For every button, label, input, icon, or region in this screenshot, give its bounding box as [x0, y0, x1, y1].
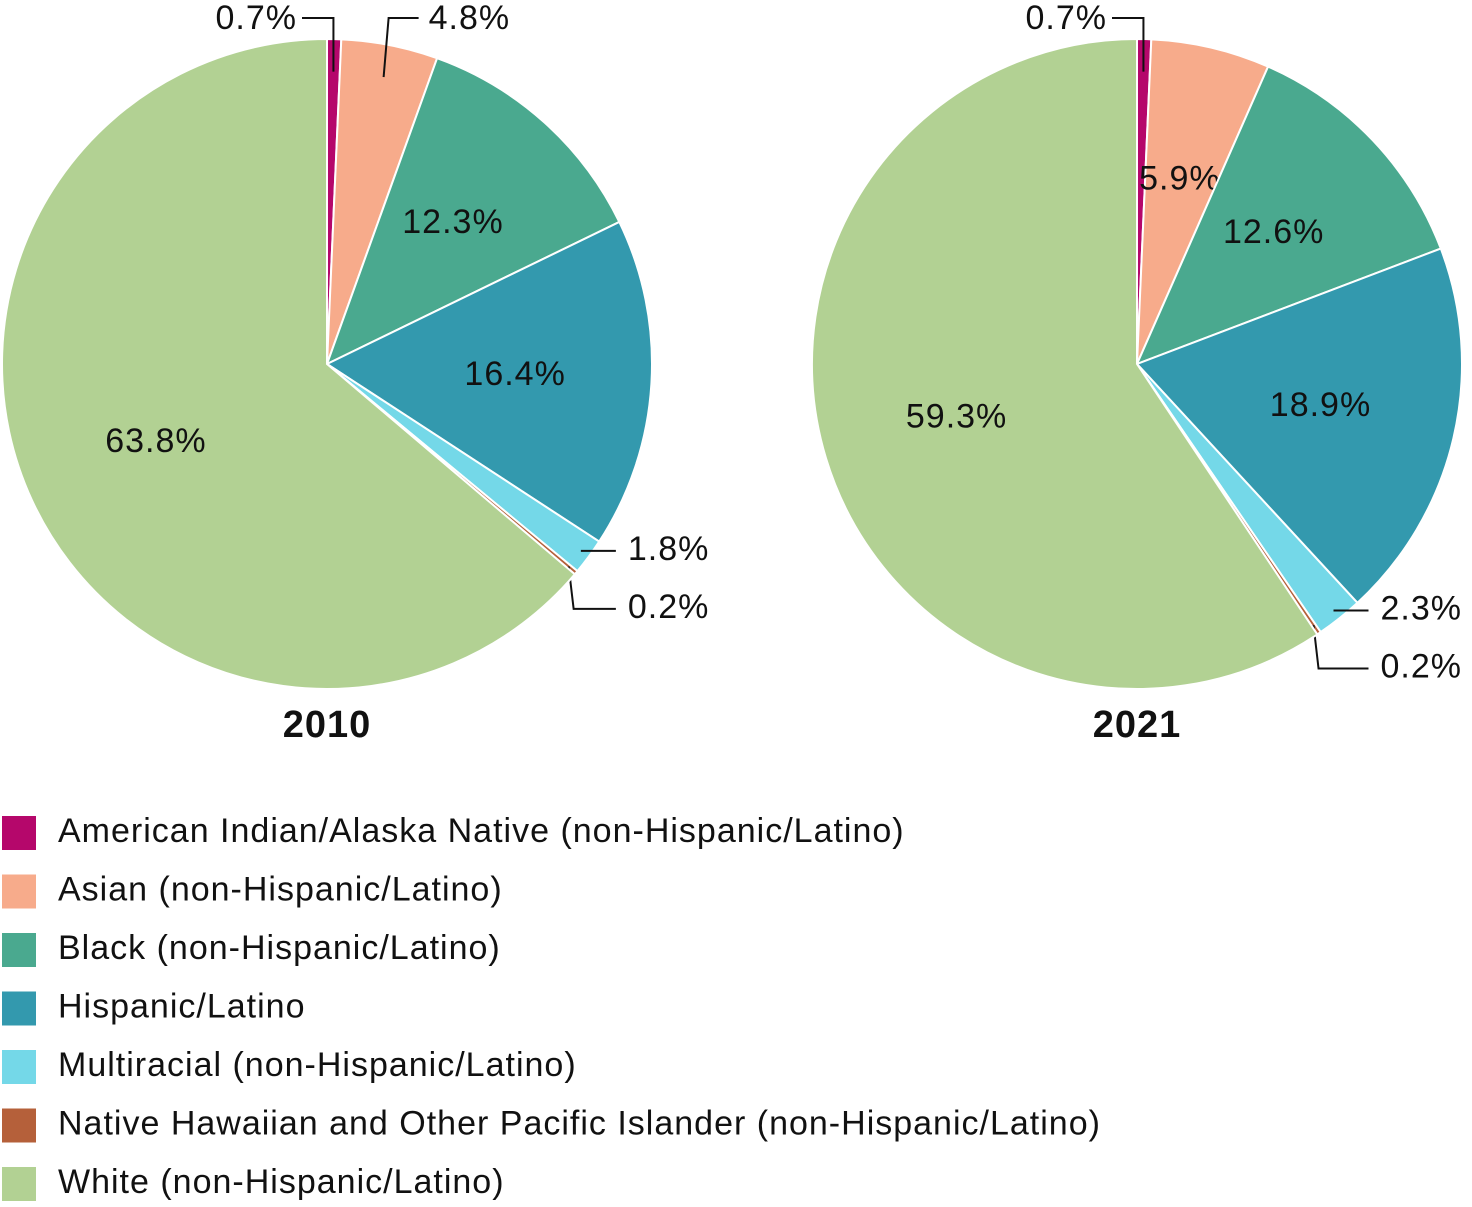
- slice-label: 12.6%: [1223, 213, 1324, 251]
- legend-swatch: [2, 1108, 36, 1143]
- slice-label: 4.8%: [429, 0, 511, 37]
- pie-slice: [1135, 247, 1464, 605]
- leader-line: [1312, 625, 1369, 670]
- legend-label: Multiracial (non-Hispanic/Latino): [58, 1046, 577, 1084]
- legend-label: White (non-Hispanic/Latino): [58, 1163, 505, 1201]
- slice-label: 59.3%: [906, 398, 1007, 436]
- slice-label: 12.3%: [402, 203, 503, 241]
- slice-label: 0.2%: [628, 588, 710, 626]
- slice-label: 5.9%: [1139, 159, 1221, 197]
- slice-label: 2.3%: [1380, 590, 1462, 628]
- legend-label: Native Hawaiian and Other Pacific Island…: [58, 1104, 1101, 1142]
- legend-swatch: [2, 1167, 36, 1201]
- leader-line: [302, 17, 335, 72]
- pie-title: 2021: [1093, 704, 1182, 746]
- leader-line: [382, 17, 419, 78]
- slice-label: 18.9%: [1270, 386, 1371, 424]
- pie-slice: [325, 56, 621, 366]
- pie-slice: [1, 37, 577, 690]
- slice-label: 63.8%: [105, 422, 206, 460]
- slice-label: 0.2%: [1380, 648, 1462, 686]
- pie-slice: [324, 220, 653, 543]
- legend-label: Black (non-Hispanic/Latino): [58, 929, 501, 967]
- legend-swatch: [2, 874, 36, 909]
- legend-swatch: [2, 933, 36, 967]
- slice-label: 1.8%: [628, 530, 710, 568]
- legend-swatch: [2, 991, 36, 1026]
- legend-swatch: [2, 816, 36, 850]
- slice-label: 16.4%: [464, 355, 565, 393]
- slice-label: 0.7%: [216, 0, 298, 37]
- legend-label: Hispanic/Latino: [58, 987, 305, 1025]
- pie-slice: [1136, 38, 1270, 365]
- pie-slice: [1135, 65, 1443, 366]
- pie-title: 2010: [283, 704, 372, 746]
- legend-swatch: [2, 1050, 36, 1084]
- pie-slice: [811, 37, 1319, 690]
- legend-label: Asian (non-Hispanic/Latino): [58, 870, 503, 908]
- legend-label: American Indian/Alaska Native (non-Hispa…: [58, 812, 905, 850]
- slice-label: 0.7%: [1026, 0, 1108, 37]
- leader-line: [1112, 17, 1145, 72]
